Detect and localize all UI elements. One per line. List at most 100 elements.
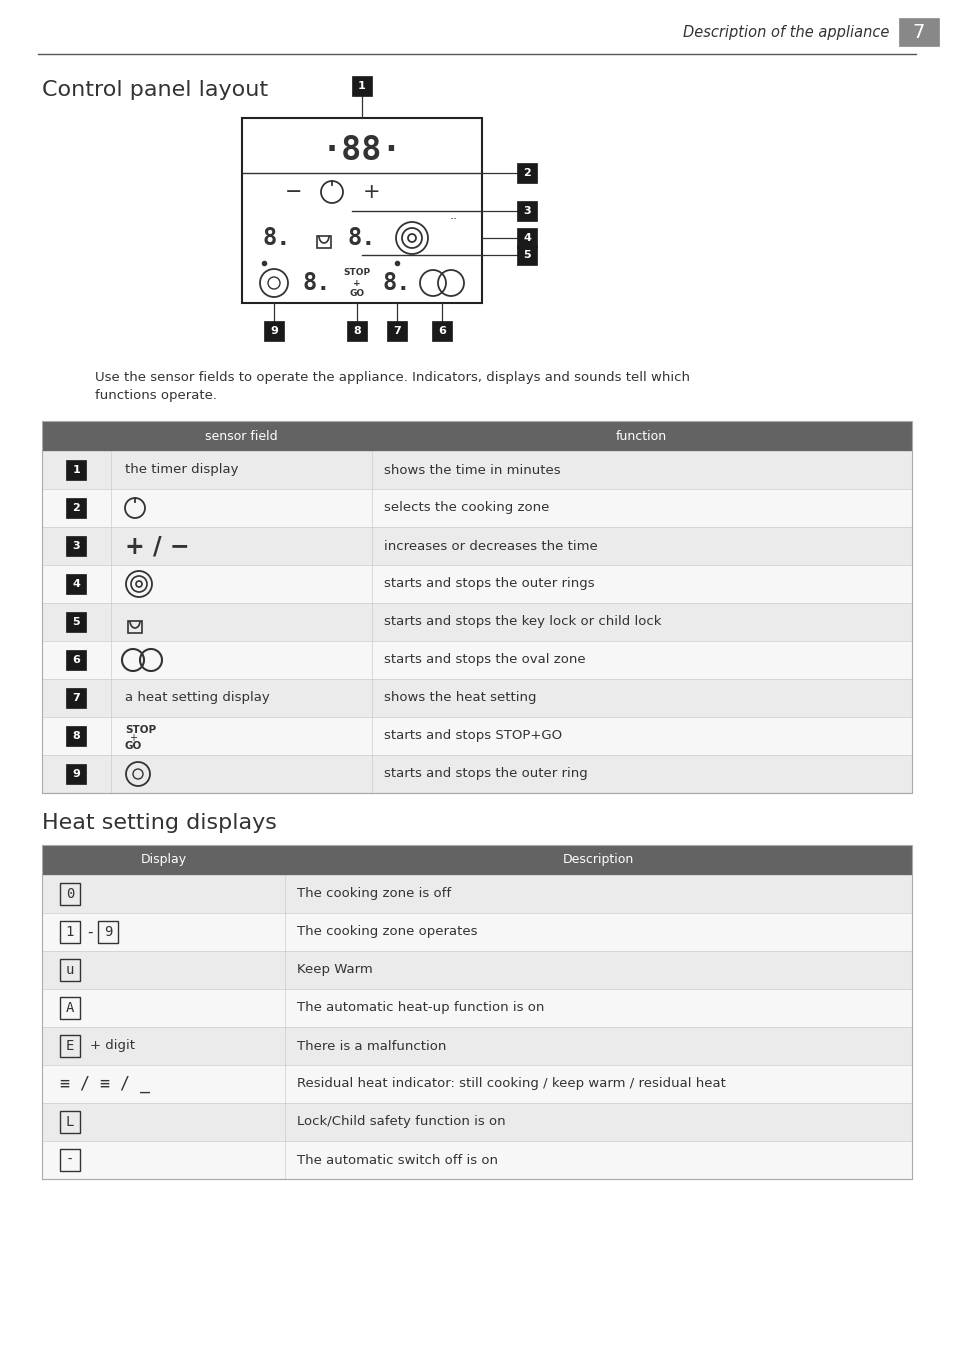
Bar (98, 921, 118, 942)
Text: 1: 1 (72, 465, 80, 475)
Text: 8.: 8. (302, 270, 331, 295)
Text: Keep Warm: Keep Warm (296, 964, 373, 976)
Text: 0: 0 (66, 887, 74, 900)
Bar (60, 959, 80, 982)
Text: 4: 4 (72, 579, 80, 589)
Text: increases or decreases the time: increases or decreases the time (384, 539, 598, 553)
Text: 9: 9 (270, 326, 277, 337)
Bar (42, 1065, 911, 1103)
Text: 8.: 8. (382, 270, 411, 295)
Text: ·88·: ·88· (321, 134, 402, 166)
Text: 7: 7 (393, 326, 400, 337)
Bar (67, 764, 87, 784)
Bar (42, 527, 911, 565)
Text: 8.: 8. (348, 226, 375, 250)
Bar (42, 990, 911, 1028)
Text: starts and stops the key lock or child lock: starts and stops the key lock or child l… (384, 615, 660, 629)
Bar (42, 950, 911, 990)
Text: Display: Display (140, 853, 187, 867)
Text: L: L (66, 1115, 74, 1129)
Bar (517, 201, 537, 220)
Text: function: function (616, 430, 666, 442)
Bar (42, 913, 911, 950)
Bar (67, 575, 87, 594)
Text: The cooking zone is off: The cooking zone is off (296, 887, 451, 900)
Text: ≡ / ≡ / _: ≡ / ≡ / _ (60, 1075, 150, 1092)
Text: starts and stops the outer ring: starts and stops the outer ring (384, 768, 587, 780)
Bar (42, 641, 911, 679)
Bar (42, 420, 911, 452)
Bar (42, 489, 911, 527)
Text: The automatic heat-up function is on: The automatic heat-up function is on (296, 1002, 544, 1014)
Bar (42, 679, 911, 717)
Bar (42, 754, 911, 794)
Bar (67, 612, 87, 631)
Text: 8.: 8. (262, 226, 291, 250)
Text: 8: 8 (72, 731, 80, 741)
Text: 6: 6 (72, 654, 80, 665)
Text: 7: 7 (72, 694, 80, 703)
Bar (67, 460, 87, 480)
Bar (42, 1141, 911, 1179)
Text: Use the sensor fields to operate the appliance. Indicators, displays and sounds : Use the sensor fields to operate the app… (95, 370, 689, 403)
Text: The cooking zone operates: The cooking zone operates (296, 926, 477, 938)
Text: Control panel layout: Control panel layout (42, 80, 268, 100)
Bar (42, 845, 911, 1179)
Text: −: − (285, 183, 302, 201)
Text: Description: Description (561, 853, 633, 867)
Text: +: + (363, 183, 380, 201)
Bar (60, 1149, 80, 1171)
Bar (42, 845, 911, 875)
Text: 8: 8 (353, 326, 360, 337)
Text: STOP: STOP (125, 725, 156, 735)
Text: + digit: + digit (90, 1040, 135, 1052)
Text: the timer display: the timer display (125, 464, 238, 476)
Text: shows the heat setting: shows the heat setting (384, 691, 536, 704)
Text: 5: 5 (72, 617, 80, 627)
Text: 3: 3 (72, 541, 80, 552)
Text: Residual heat indicator: still cooking / keep warm / residual heat: Residual heat indicator: still cooking /… (296, 1078, 725, 1091)
Bar (60, 921, 80, 942)
Text: The automatic switch off is on: The automatic switch off is on (296, 1153, 497, 1167)
Text: E: E (66, 1038, 74, 1053)
Bar (898, 18, 938, 46)
Bar (67, 726, 87, 746)
Bar (42, 420, 911, 794)
Text: starts and stops the oval zone: starts and stops the oval zone (384, 653, 585, 667)
Text: Heat setting displays: Heat setting displays (42, 813, 276, 833)
Bar (60, 1036, 80, 1057)
Bar (432, 320, 452, 341)
Bar (42, 717, 911, 754)
Text: 9: 9 (72, 769, 80, 779)
Text: -: - (66, 1153, 74, 1167)
Text: 2: 2 (72, 503, 80, 512)
Text: 3: 3 (522, 206, 530, 216)
Text: shows the time in minutes: shows the time in minutes (384, 464, 560, 476)
Text: 4: 4 (522, 233, 531, 243)
Text: selects the cooking zone: selects the cooking zone (384, 502, 549, 515)
Bar (42, 565, 911, 603)
Text: 7: 7 (912, 23, 924, 42)
Bar (347, 320, 367, 341)
Text: 5: 5 (522, 250, 530, 260)
Text: Description of the appliance: Description of the appliance (682, 24, 888, 39)
Bar (264, 320, 284, 341)
Bar (517, 245, 537, 265)
Text: 1: 1 (357, 81, 366, 91)
Text: A: A (66, 1000, 74, 1015)
Bar (67, 650, 87, 671)
Bar (42, 603, 911, 641)
Bar (67, 535, 87, 556)
Text: sensor field: sensor field (205, 430, 277, 442)
Text: ··: ·· (450, 214, 457, 227)
Bar (352, 76, 372, 96)
Bar (242, 118, 481, 303)
Text: 2: 2 (522, 168, 530, 178)
Bar (517, 164, 537, 183)
Text: 6: 6 (437, 326, 445, 337)
Text: -: - (87, 925, 92, 940)
Bar (67, 498, 87, 518)
Text: a heat setting display: a heat setting display (125, 691, 270, 704)
Text: u: u (66, 963, 74, 977)
Bar (387, 320, 407, 341)
